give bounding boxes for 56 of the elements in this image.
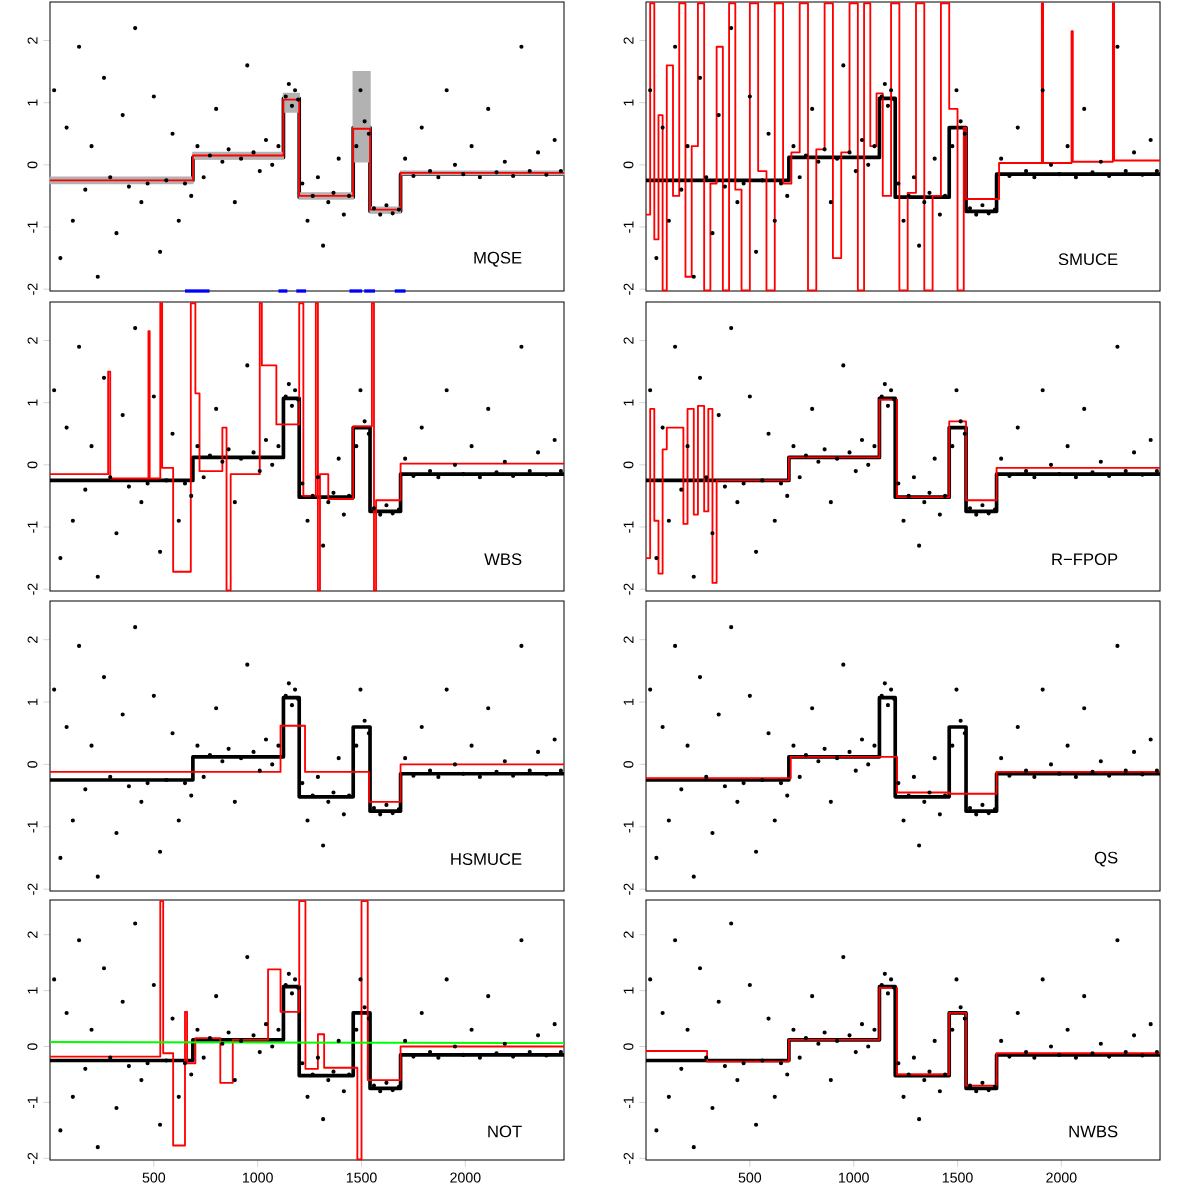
annotation: WBS: [484, 553, 522, 566]
y-tick-label: 2: [27, 636, 38, 643]
y-tick-label: 1: [623, 399, 634, 406]
x-tick-label: 2000: [1046, 1172, 1077, 1183]
annotation: QS: [1094, 851, 1118, 867]
x-tick-label: 2000: [450, 1172, 481, 1183]
y-tick-label: -1: [27, 521, 38, 533]
y-tick-label: 1: [623, 698, 634, 705]
y-tick-label: -2: [27, 283, 38, 295]
y-tick-label: 0: [27, 1043, 38, 1050]
y-tick-label: -2: [27, 1152, 38, 1165]
y-tick-label: 1: [27, 99, 38, 106]
x-tick-label: 1500: [346, 1172, 377, 1183]
y-tick-label: -1: [623, 821, 634, 833]
y-tick-label: 2: [623, 337, 634, 344]
x-tick-label: 1000: [242, 1172, 273, 1183]
y-tick-label: -1: [623, 1096, 634, 1109]
y-tick-label: 1: [27, 399, 38, 406]
annotation: NWBS: [1069, 1125, 1118, 1138]
y-tick-label: 0: [623, 461, 634, 469]
y-tick-label: -2: [623, 583, 634, 595]
y-tick-label: 2: [27, 931, 38, 938]
annotation: MQSE: [474, 251, 522, 267]
y-tick-label: 2: [623, 37, 634, 44]
x-tick-label: 500: [738, 1172, 762, 1183]
annotation: HSMUCE: [451, 853, 522, 865]
y-tick-label: -1: [27, 1096, 38, 1109]
y-tick-label: 1: [623, 99, 634, 106]
y-tick-label: -2: [623, 1152, 634, 1165]
y-tick-label: 0: [27, 761, 38, 768]
y-tick-label: -1: [623, 521, 634, 533]
y-tick-label: 2: [623, 636, 634, 643]
y-tick-label: 1: [623, 987, 634, 994]
y-tick-label: -1: [27, 221, 38, 233]
y-tick-label: 2: [27, 37, 38, 44]
y-tick-label: -2: [27, 883, 38, 895]
annotation: R−FPOP: [1052, 553, 1118, 566]
y-tick-label: 2: [27, 337, 38, 344]
y-tick-label: 0: [27, 161, 38, 169]
annotation: SMUCE: [1058, 253, 1118, 266]
y-tick-label: -1: [623, 221, 634, 233]
x-tick-label: 500: [142, 1172, 166, 1183]
y-tick-label: -1: [27, 821, 38, 833]
x-tick-label: 1000: [839, 1172, 869, 1183]
y-tick-label: 0: [27, 461, 38, 469]
x-tick-label: 1500: [942, 1172, 973, 1183]
y-tick-label: 0: [623, 761, 634, 768]
y-tick-label: 2: [623, 931, 634, 938]
y-tick-label: -2: [623, 283, 634, 295]
y-tick-label: -2: [27, 583, 38, 595]
y-tick-label: 0: [623, 1043, 634, 1050]
y-tick-label: 1: [27, 698, 38, 705]
annotation: NOT: [488, 1125, 522, 1138]
y-tick-label: 0: [623, 161, 634, 169]
y-tick-label: 1: [27, 987, 38, 994]
y-tick-label: -2: [623, 883, 634, 895]
